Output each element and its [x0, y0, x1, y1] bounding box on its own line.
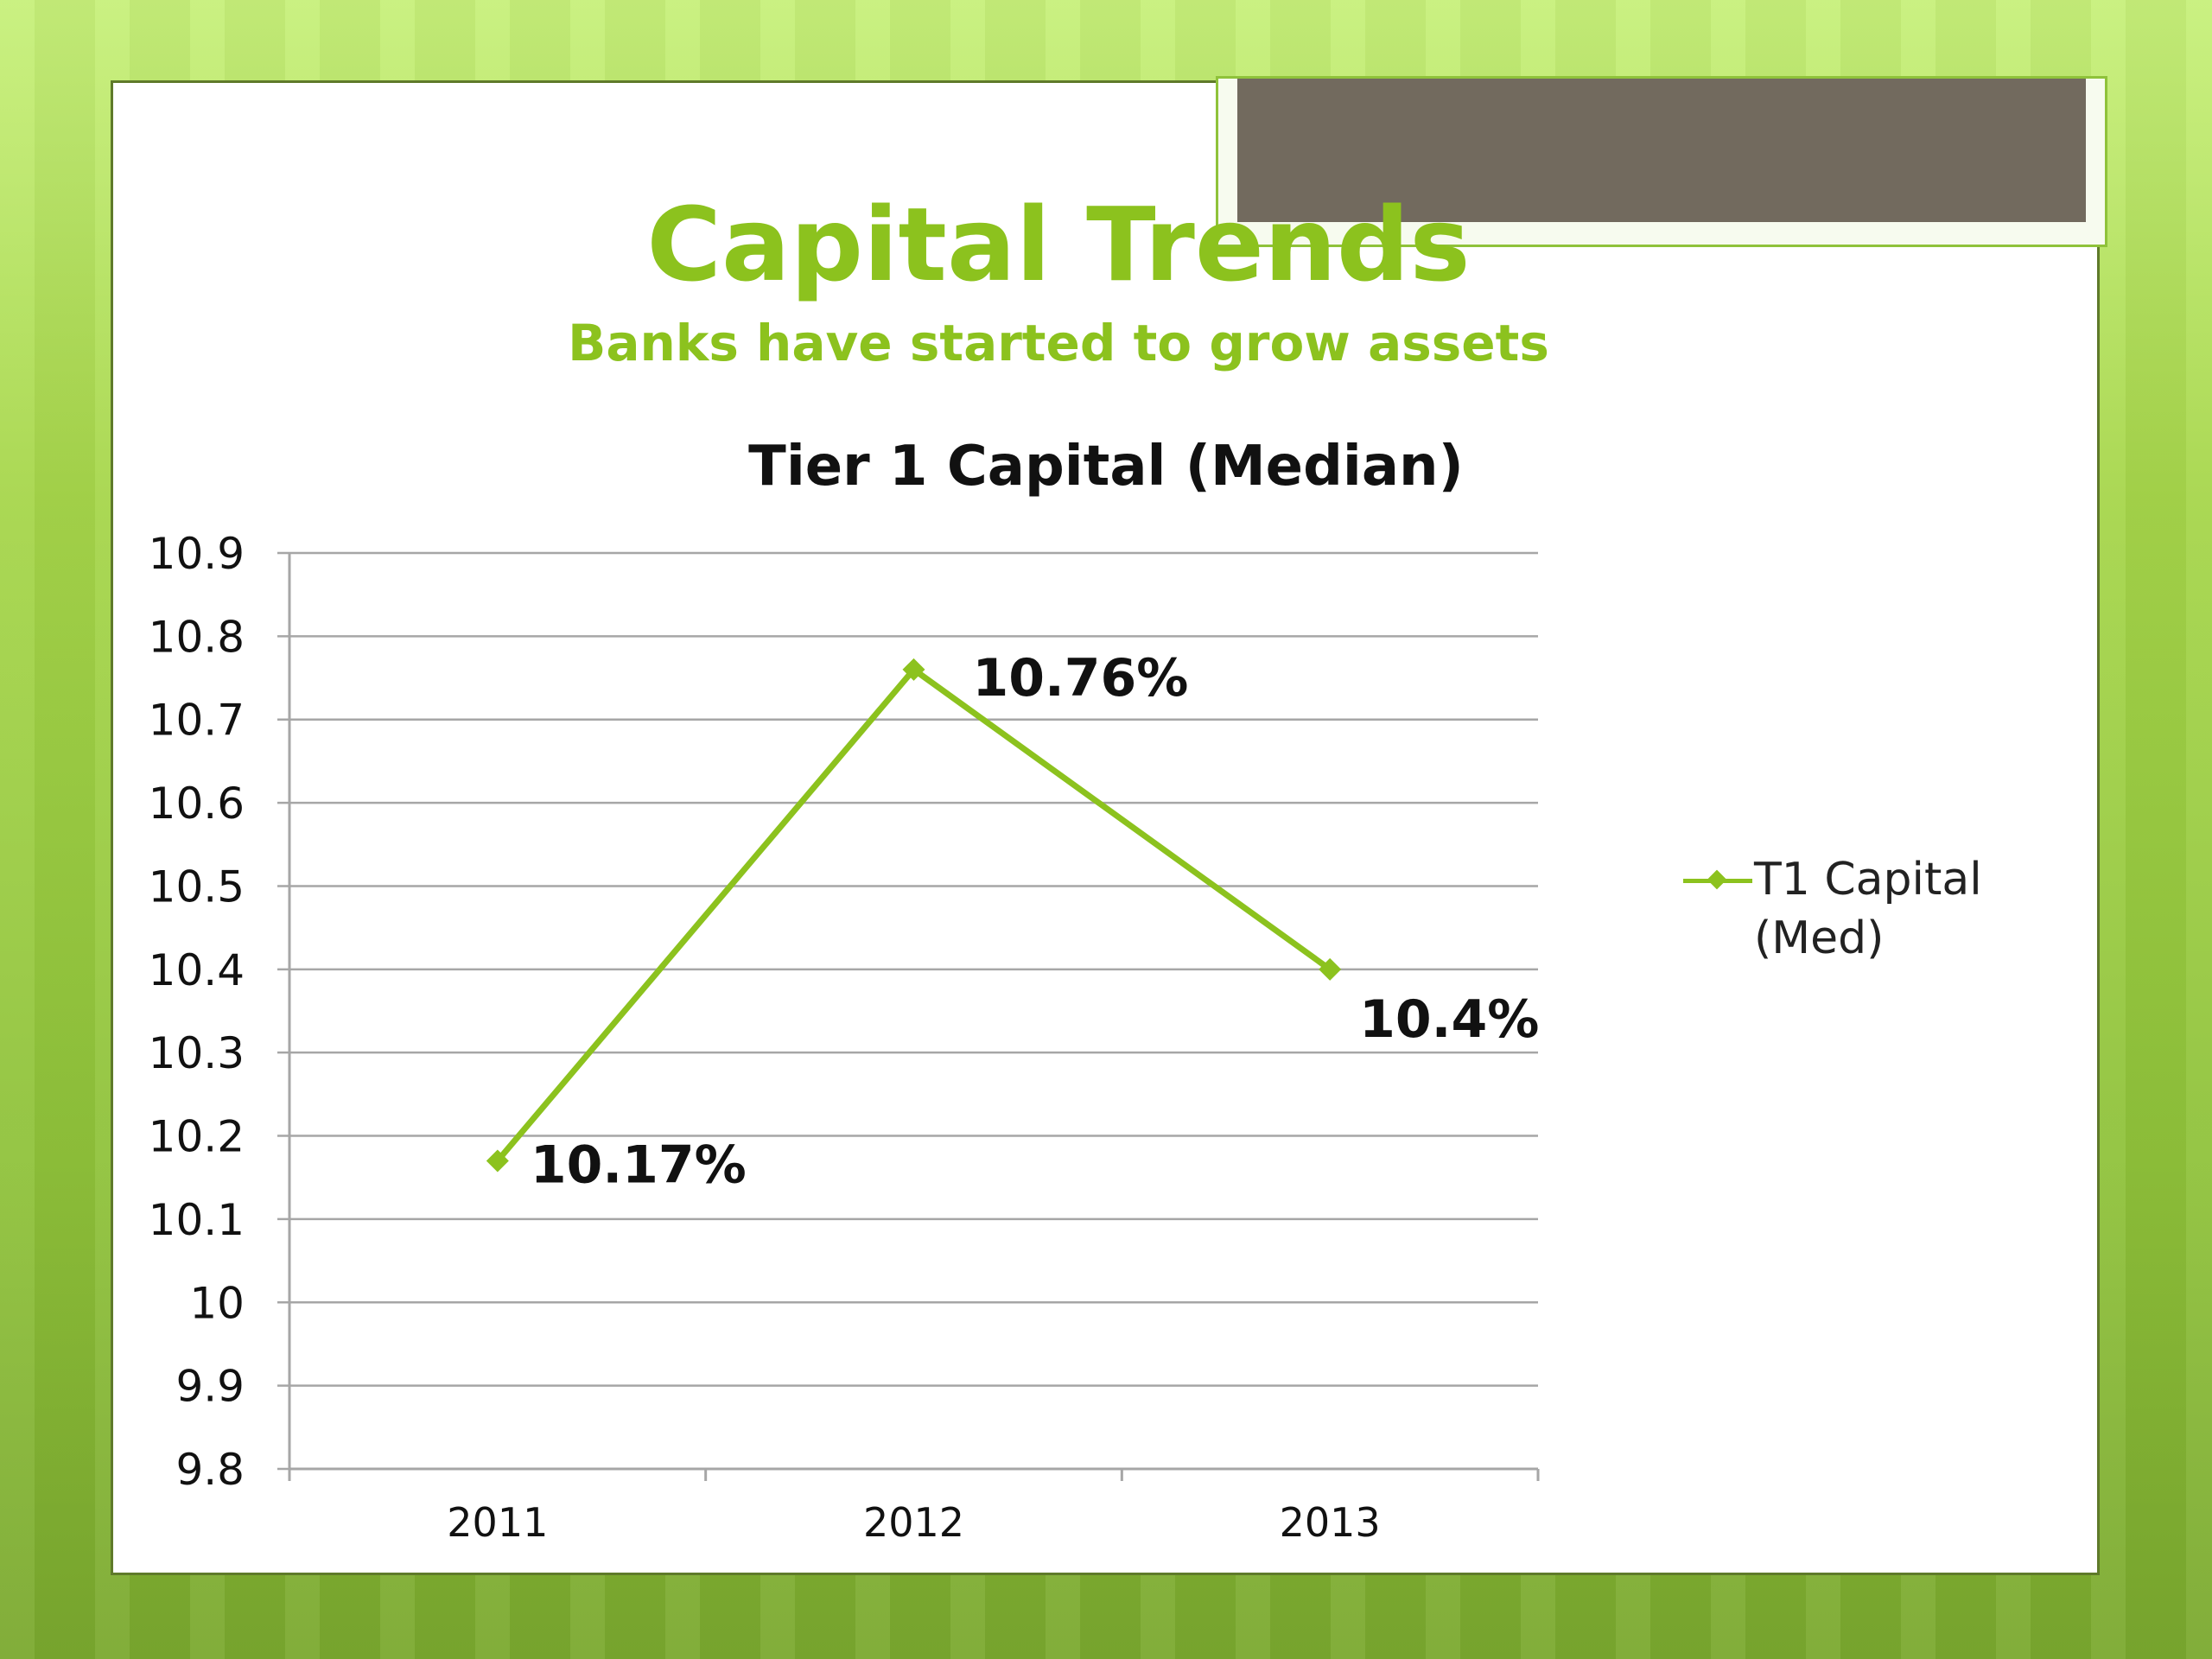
data-label: 10.4%: [1359, 989, 1539, 1050]
y-tick-label: 10.8: [149, 612, 245, 662]
y-tick-labels: 10.9 10.8 10.7 10.6 10.5 10.4 10.3 10.2 10.1 10 9.…: [149, 529, 245, 1495]
legend-series-label: T1 Capital (Med): [1754, 854, 1982, 964]
photo-placeholder: [1237, 79, 2086, 222]
y-tick-label: 10.7: [149, 696, 245, 746]
series-line: [495, 665, 1332, 1163]
y-tick-label: 10: [189, 1278, 245, 1328]
y-tick-label: 9.9: [175, 1362, 245, 1412]
legend-series-marker: [1683, 869, 1752, 890]
y-tick-label: 10.6: [149, 779, 245, 829]
y-tick-label: 10.3: [149, 1028, 245, 1078]
y-tick-label: 10.1: [149, 1195, 245, 1245]
x-tick-labels: 2011 2012 2013: [447, 1499, 1380, 1546]
axes: [288, 553, 1540, 1481]
gridlines: [277, 551, 1538, 1471]
y-tick-label: 10.4: [149, 945, 245, 995]
x-tick-label: 2012: [863, 1499, 964, 1546]
data-label: 10.76%: [973, 648, 1189, 709]
data-point: [902, 658, 925, 681]
data-label: 10.17%: [531, 1135, 747, 1195]
data-labels: 10.17% 10.76% 10.4%: [531, 648, 1539, 1196]
slide-panel: [111, 76, 2107, 1575]
data-point: [1319, 957, 1342, 981]
data-point: [486, 1149, 509, 1173]
y-tick-label: 9.8: [175, 1445, 245, 1495]
y-tick-label: 10.2: [149, 1112, 245, 1162]
chart-title: Tier 1 Capital (Median): [748, 435, 1464, 499]
slide-subtitle: Banks have started to grow assets: [568, 314, 1549, 372]
x-tick-label: 2013: [1280, 1499, 1381, 1546]
photo-frame: [1216, 76, 2107, 247]
y-tick-label: 10.9: [149, 529, 245, 579]
x-tick-label: 2011: [447, 1499, 548, 1546]
series: [486, 658, 1342, 1173]
slide-title: Capital Trends: [646, 185, 1471, 304]
y-tick-label: 10.5: [149, 861, 245, 912]
